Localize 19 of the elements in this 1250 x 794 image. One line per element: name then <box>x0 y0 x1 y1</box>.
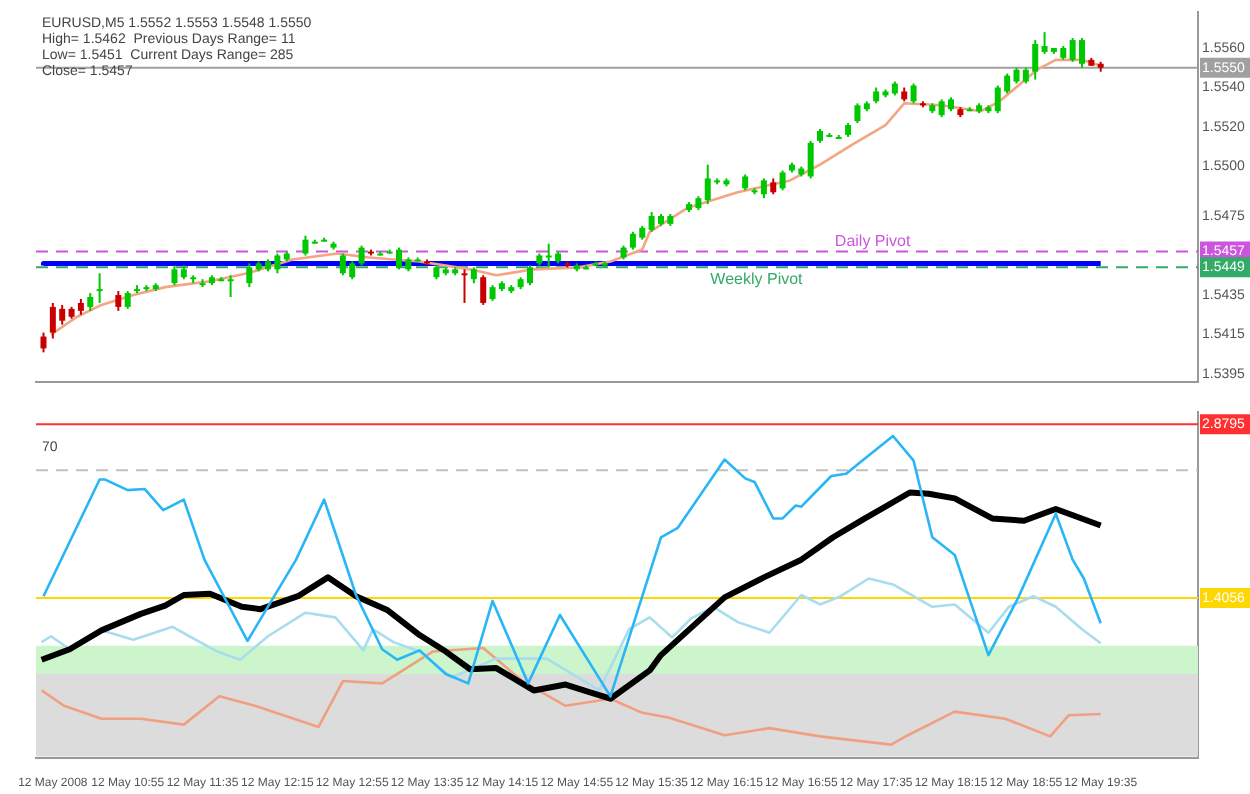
candlestick <box>854 102 861 125</box>
candlestick <box>246 262 253 289</box>
candlestick <box>171 264 178 287</box>
ref-line-label: Daily Pivot <box>834 231 912 250</box>
candlestick <box>779 169 786 192</box>
candlestick <box>1078 37 1085 69</box>
candlestick <box>526 264 533 287</box>
candlestick <box>302 234 309 257</box>
candlestick <box>461 268 468 304</box>
ref-line-label: Weekly Pivot <box>710 269 805 288</box>
candlestick <box>227 274 234 299</box>
candlestick <box>96 272 103 304</box>
candlestick <box>480 274 487 306</box>
candlestick <box>115 290 122 312</box>
candlestick <box>910 82 917 105</box>
candlestick <box>40 331 47 354</box>
candlestick <box>807 139 814 180</box>
candlestick <box>358 244 365 267</box>
candlestick <box>760 177 767 200</box>
